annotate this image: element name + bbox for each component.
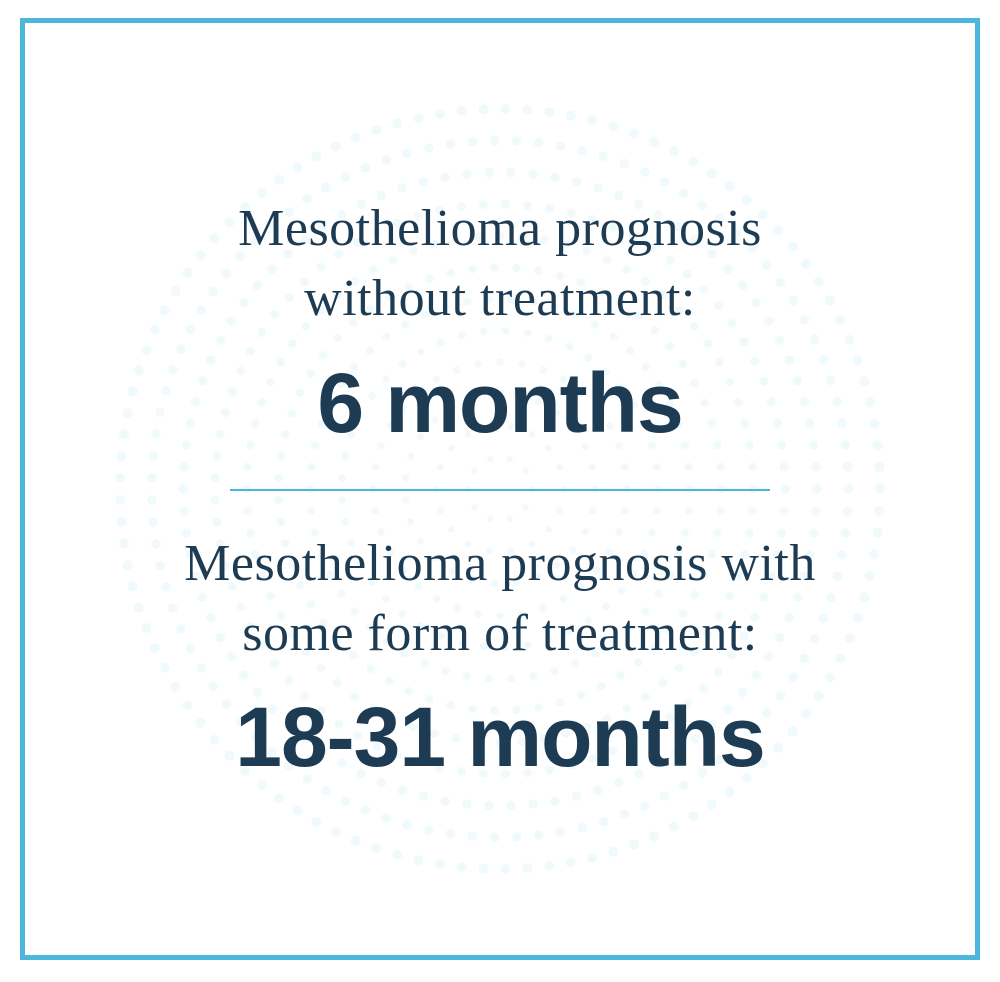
stat-label: Mesothelioma prognosis with some form of… — [85, 529, 915, 669]
stat-with-treatment: Mesothelioma prognosis with some form of… — [85, 529, 915, 784]
content-area: Mesothelioma prognosis without treatment… — [25, 194, 975, 784]
stat-label: Mesothelioma prognosis without treatment… — [85, 194, 915, 334]
label-line-1: Mesothelioma prognosis — [238, 200, 762, 257]
stat-value: 6 months — [85, 357, 915, 449]
label-line-2: without treatment: — [304, 270, 696, 327]
divider — [230, 489, 770, 491]
info-card: Mesothelioma prognosis without treatment… — [20, 18, 980, 960]
stat-value: 18-31 months — [85, 691, 915, 783]
stat-without-treatment: Mesothelioma prognosis without treatment… — [85, 194, 915, 449]
label-line-1: Mesothelioma prognosis with — [184, 535, 816, 592]
label-line-2: some form of treatment: — [242, 605, 757, 662]
